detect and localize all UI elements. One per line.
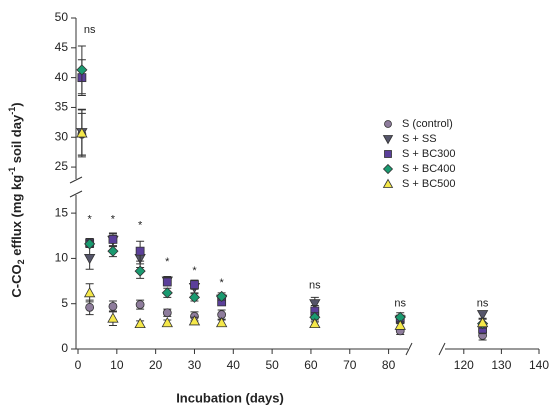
point: [215, 316, 228, 328]
y-tick-label: 25: [55, 159, 69, 173]
annotation: *: [88, 213, 93, 225]
legend-marker: [384, 120, 392, 128]
point: [309, 317, 321, 329]
y-label-part: -1: [7, 107, 17, 115]
axis-break: [69, 176, 83, 198]
y-tick-label: 15: [55, 205, 69, 219]
point: [162, 277, 172, 287]
y-label-part: ): [9, 102, 24, 106]
legend-marker: [382, 163, 394, 175]
point: [107, 312, 119, 323]
point: [309, 299, 321, 310]
y-label-part: -1: [7, 167, 17, 175]
point: [134, 265, 146, 277]
annotation: *: [220, 277, 225, 289]
y-tick-label: 30: [55, 129, 69, 143]
point: [84, 238, 96, 250]
annotation: ns: [84, 24, 96, 36]
x-tick-label: 120: [454, 358, 474, 372]
point: [76, 127, 88, 138]
legend-marker: [382, 135, 394, 145]
x-tick-label: 50: [265, 358, 279, 372]
point: [83, 287, 96, 298]
point: [83, 254, 96, 265]
legend-label: S + SS: [402, 133, 437, 145]
x-tick-label: 20: [149, 358, 163, 372]
point: [190, 280, 199, 290]
y-tick-label: 40: [55, 70, 69, 84]
point: [162, 308, 172, 318]
point: [76, 64, 88, 76]
legend-label: S + BC300: [402, 148, 456, 160]
annotation: ns: [309, 279, 321, 291]
legend-marker: [384, 150, 392, 158]
y-tick-label: 45: [55, 40, 69, 54]
point: [216, 290, 228, 303]
y-label-part: soil day: [9, 114, 24, 167]
point: [188, 291, 201, 303]
x-tick-label: 140: [529, 358, 549, 372]
y-label-part: 2: [16, 259, 26, 264]
y-tick-label: 35: [55, 100, 69, 114]
y-label-part: C-CO: [9, 264, 24, 297]
point: [161, 316, 173, 328]
x-tick-label: 60: [304, 358, 318, 372]
y-tick-label: 10: [55, 251, 69, 265]
point: [134, 317, 146, 329]
annotation: ns: [477, 298, 489, 310]
legend-label: S + BC400: [402, 163, 456, 175]
x-tick-label: 130: [491, 358, 511, 372]
y-tick-label: 50: [55, 10, 69, 24]
annotation: ns: [394, 298, 406, 310]
x-tick-label: 0: [75, 358, 82, 372]
legend-label: S + BC500: [402, 178, 456, 190]
annotation: *: [192, 265, 197, 277]
point: [108, 302, 118, 311]
point: [135, 300, 145, 310]
point: [476, 310, 489, 321]
legend-label: S (control): [402, 118, 453, 130]
point: [161, 287, 173, 299]
x-axis-label: Incubation (days): [176, 390, 284, 405]
y-tick-label: 0: [61, 341, 68, 355]
annotation: *: [111, 213, 116, 225]
annotation: *: [138, 220, 143, 232]
point: [108, 234, 118, 244]
x-tick-label: 80: [382, 358, 396, 372]
point: [188, 315, 201, 326]
y-label-part: efflux (mg kg: [9, 175, 24, 260]
y-axis-label: C-CO2 efflux (mg kg-1 soil day-1): [7, 102, 26, 297]
y-tick-label: 5: [61, 296, 68, 310]
point: [135, 246, 145, 256]
x-tick-label: 40: [227, 358, 241, 372]
legend-marker: [382, 178, 394, 188]
x-tick-label: 10: [110, 358, 124, 372]
annotation: *: [165, 256, 170, 268]
point: [476, 316, 489, 328]
axis-break: [405, 342, 446, 356]
point: [107, 245, 119, 257]
x-tick-label: 30: [188, 358, 202, 372]
x-tick-label: 70: [343, 358, 357, 372]
point: [394, 319, 406, 330]
point: [85, 302, 95, 312]
